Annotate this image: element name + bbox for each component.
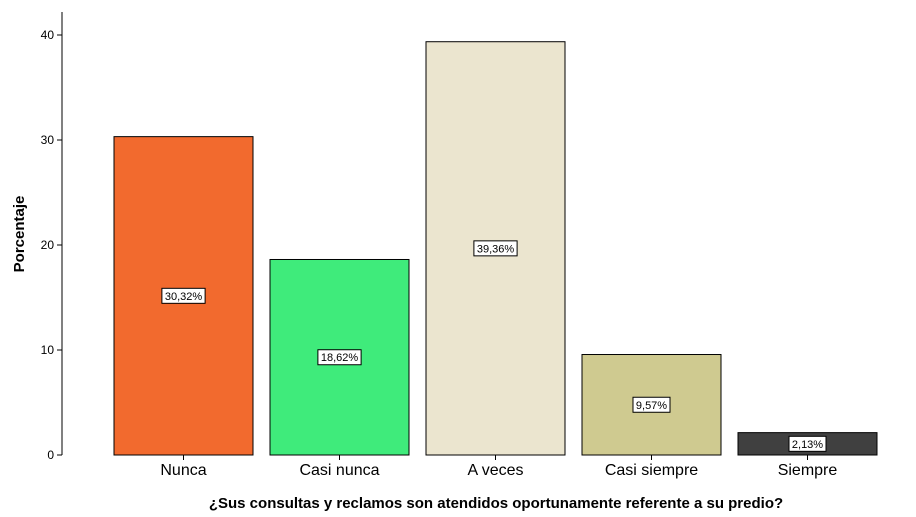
- data-label: 9,57%: [636, 400, 667, 412]
- y-tick-label: 20: [41, 238, 55, 252]
- data-label: 18,62%: [321, 352, 359, 364]
- x-axis-title: ¿Sus consultas y reclamos son atendidos …: [209, 495, 783, 512]
- y-tick-label: 30: [41, 133, 55, 147]
- x-category-label: Casi nunca: [299, 462, 379, 479]
- y-tick-label: 10: [41, 343, 55, 357]
- y-tick-label: 0: [47, 448, 54, 462]
- data-label: 39,36%: [477, 243, 515, 255]
- x-category-label: Siempre: [778, 462, 838, 479]
- data-label: 30,32%: [165, 291, 203, 303]
- x-axis-category-labels: Nunca Casi nunca A veces Casi siempre Siempr…: [160, 455, 837, 479]
- y-tick-label: 40: [41, 28, 55, 42]
- y-axis-title: Porcentaje: [11, 196, 28, 273]
- x-category-label: Casi siempre: [605, 462, 698, 479]
- data-label: 2,13%: [792, 439, 823, 451]
- y-axis-ticks: 0 10 20 30 40: [41, 28, 62, 462]
- x-category-label: A veces: [467, 462, 523, 479]
- x-category-label: Nunca: [160, 462, 206, 479]
